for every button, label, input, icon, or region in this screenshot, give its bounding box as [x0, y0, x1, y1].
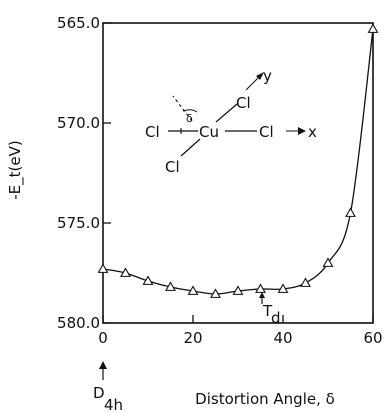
- d4h-annotation: D 4h: [93, 361, 123, 413]
- inset-molecule-diagram: Cl Cu Cl Cl Cl y x δ: [145, 67, 317, 176]
- y-axis-arrowhead: [256, 72, 264, 80]
- data-point: [300, 277, 311, 287]
- data-point: [345, 207, 356, 217]
- x-axis-label: Distortion Angle, δ: [195, 390, 335, 408]
- data-point: [277, 283, 289, 293]
- d4h-subscript: 4h: [104, 396, 123, 413]
- x-axis: 0 20 40 60: [98, 315, 383, 347]
- bond-lower: [180, 138, 201, 157]
- angle-arc: [182, 109, 198, 113]
- y-tick-label: 570.0: [57, 114, 100, 132]
- x-axis-letter: x: [308, 123, 317, 141]
- data-point: [255, 283, 266, 293]
- x-tick-label: 60: [363, 329, 382, 347]
- x-axis-arrowhead: [298, 127, 306, 135]
- y-tick-label: 580.0: [57, 314, 100, 332]
- x-tick-label: 0: [98, 329, 108, 347]
- td-label: T: [262, 302, 273, 320]
- cl-upper-label: Cl: [236, 94, 251, 112]
- y-axis-letter: y: [263, 67, 272, 85]
- data-point: [120, 267, 131, 277]
- series-group: [97, 23, 379, 298]
- cu-label: Cu: [199, 123, 219, 141]
- y-tick-label: 565.0: [57, 14, 100, 32]
- cl-right-label: Cl: [259, 123, 274, 141]
- cl-left-label: Cl: [145, 123, 160, 141]
- data-point: [232, 285, 244, 295]
- y-tick-label: 575.0: [57, 214, 100, 232]
- td-subscript: d: [271, 309, 281, 327]
- x-tick-label: 20: [183, 329, 202, 347]
- data-point: [210, 288, 221, 298]
- data-point: [322, 257, 334, 267]
- series-line: [102, 28, 374, 295]
- plot-frame: [102, 22, 374, 324]
- data-point: [97, 263, 109, 273]
- data-point: [142, 275, 154, 285]
- d4h-label: D: [93, 384, 105, 402]
- data-point: [367, 23, 379, 33]
- bond-upper: [215, 103, 238, 123]
- y-axis-label: -E_t(eV): [6, 140, 25, 199]
- y-axis: 565.0 570.0 575.0 580.0: [57, 14, 111, 332]
- delta-angle-label: δ: [186, 112, 193, 125]
- data-point: [187, 285, 199, 295]
- x-tick-label: 40: [273, 329, 292, 347]
- cl-lower-label: Cl: [165, 158, 180, 176]
- td-annotation: T d: [259, 292, 281, 327]
- data-point: [165, 281, 176, 291]
- distortion-direction-dashed: [172, 95, 193, 122]
